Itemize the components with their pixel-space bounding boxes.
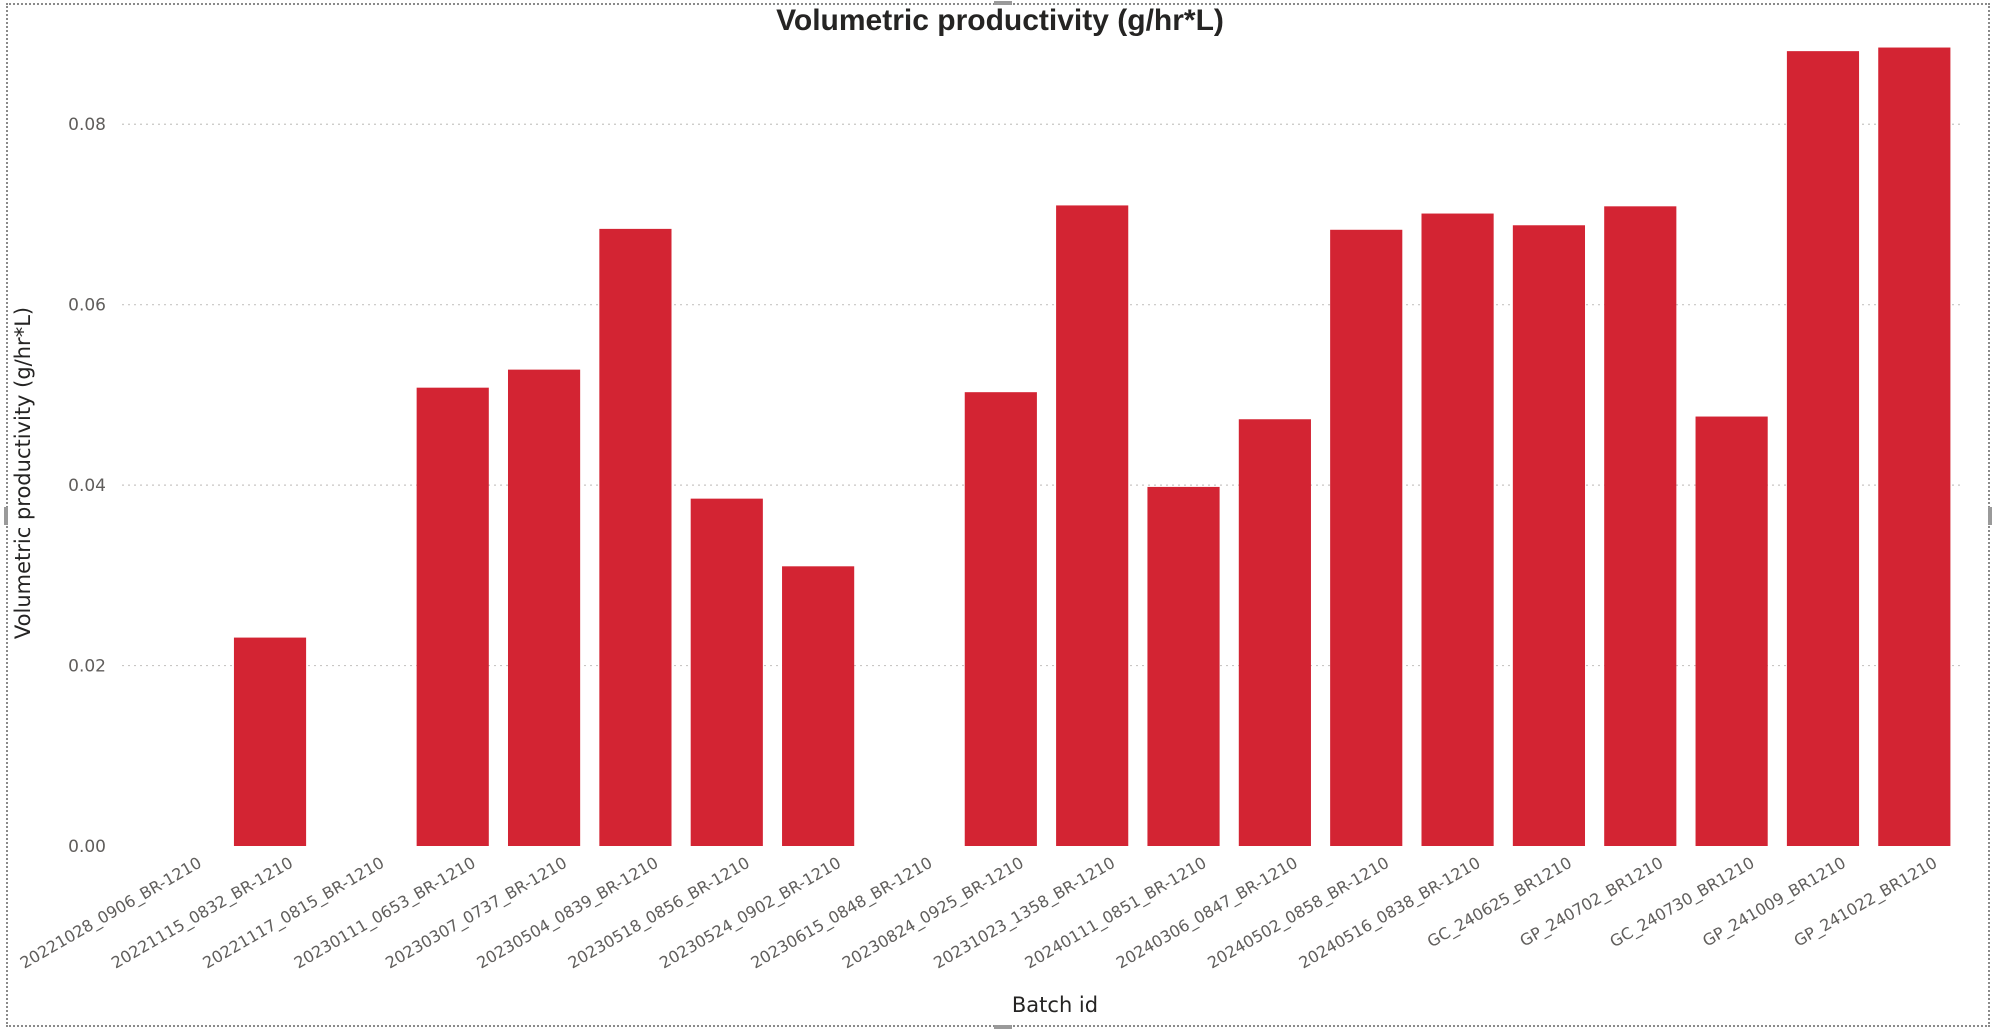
x-axis-title: Batch id <box>1012 993 1098 1017</box>
bar[interactable] <box>964 392 1037 846</box>
bar[interactable] <box>1056 205 1129 846</box>
bar[interactable] <box>1878 47 1951 847</box>
bar[interactable] <box>1604 206 1677 846</box>
bar[interactable] <box>507 369 581 846</box>
y-tick-label: 0.06 <box>68 296 106 316</box>
x-axis-ticks: 20221028_0906_BR-121020221115_0832_BR-12… <box>17 853 1941 973</box>
y-axis-ticks: 0.00 0.02 0.04 0.06 0.08 <box>68 115 106 857</box>
y-tick-label: 0.08 <box>68 115 106 135</box>
chart-title: Volumetric productivity (g/hr*L) <box>776 4 1224 37</box>
bar[interactable] <box>1786 51 1860 847</box>
bar[interactable] <box>1238 419 1311 846</box>
bar[interactable] <box>233 637 307 846</box>
x-tick-label: 20240516_0838_BR-1210 <box>1296 853 1484 973</box>
bar[interactable] <box>599 228 672 846</box>
bar[interactable] <box>690 498 763 846</box>
resize-handle-left[interactable] <box>4 507 8 525</box>
bars <box>233 47 1951 847</box>
bar[interactable] <box>1421 213 1494 846</box>
y-tick-label: 0.04 <box>68 476 106 496</box>
bar[interactable] <box>782 566 855 846</box>
y-tick-label: 0.00 <box>68 837 106 857</box>
gridlines <box>122 123 1960 667</box>
chart-visual-container[interactable] <box>4 1 1992 1029</box>
bar[interactable] <box>1330 229 1403 846</box>
bar[interactable] <box>416 387 489 846</box>
bar[interactable] <box>1695 416 1768 846</box>
resize-handle-bottom[interactable] <box>994 1025 1012 1029</box>
resize-handle-top[interactable] <box>994 1 1012 5</box>
resize-handle-right[interactable] <box>1988 507 1992 525</box>
y-tick-label: 0.02 <box>68 657 106 677</box>
bar[interactable] <box>1512 225 1586 846</box>
bar[interactable] <box>1147 486 1220 846</box>
y-axis-title: Volumetric productivity (g/hr*L) <box>11 307 35 639</box>
